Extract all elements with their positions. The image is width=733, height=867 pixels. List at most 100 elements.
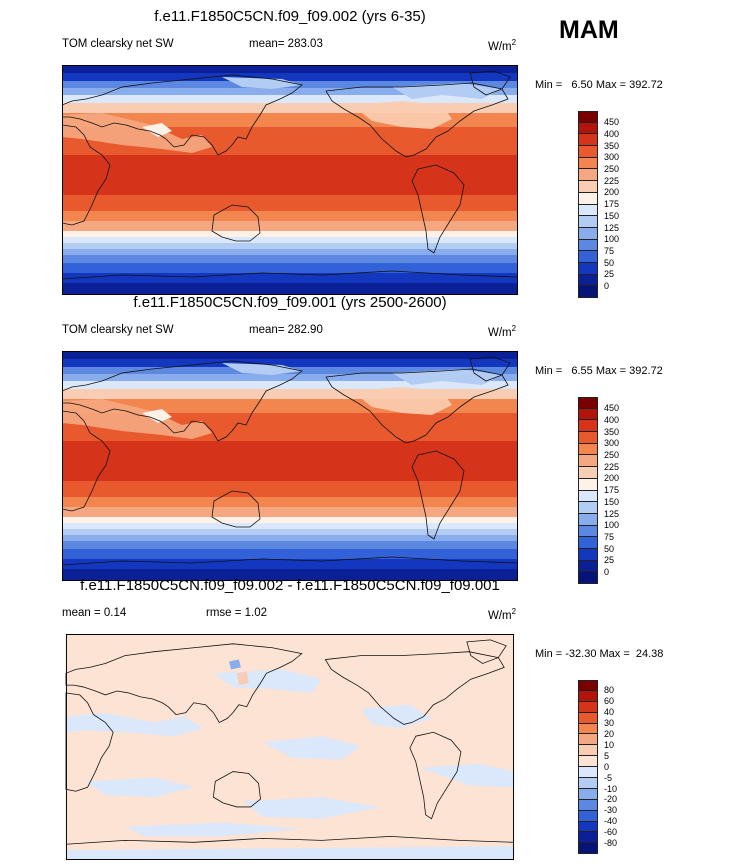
units-label: W/m2 [488,607,517,622]
land-region [352,101,452,129]
colorbar-tick-label: 0 [604,281,610,291]
coastline [469,70,511,96]
colorbar-swatch [578,420,598,433]
coastline [211,490,261,528]
colorbar-tick-label: 100 [604,520,620,531]
field-band [62,381,518,389]
field-band [62,231,518,237]
colorbar-tick-label: 175 [604,199,620,210]
field-band [62,263,518,273]
field-band [62,95,518,103]
colorbar-swatch [578,821,598,833]
colorbar-tick-label: 30 [604,718,615,729]
field-region [65,712,204,737]
colorbar-tick-label: 450 [604,403,620,414]
colorbar-swatch [578,537,598,549]
field-band [62,221,518,231]
field-band [62,243,518,249]
panel-difference: f.e11.F1850C5CN.f09_f09.002 - f.e11.F185… [0,577,733,867]
mean-label: mean= 282.90 [249,324,323,336]
land-region [62,113,212,153]
colorbar-tick-label: 175 [604,485,620,496]
colorbar-swatch [578,572,598,584]
colorbar-swatch [578,734,598,746]
colorbar-tick-label: 75 [604,531,615,542]
field-region [236,671,249,686]
colorbar-tick-label: -5 [604,772,613,783]
field-band [62,535,518,541]
colorbar-swatch [578,432,598,444]
colorbar-tick-label: -30 [604,805,618,816]
colorbar-tick-label: 100 [604,234,620,245]
field-band [62,507,518,517]
panel-case2: f.e11.F1850C5CN.f09_f09.001 (yrs 2500-26… [0,294,733,584]
colorbar-swatch [578,513,598,526]
field-band [62,283,518,295]
colorbar-swatch [578,251,598,263]
colorbar-tick-label: 450 [604,117,620,128]
field-region [85,777,194,798]
colorbar-swatch [578,548,598,561]
min-max-label: Min = -32.30 Max = 24.38 [535,648,664,660]
colorbar-tick-label: 0 [604,567,610,577]
colorbar-swatch [578,745,598,757]
land-region [142,409,172,423]
variable-label: TOM clearsky net SW [62,38,174,50]
colorbar-swatch [578,286,598,298]
coastline [65,836,515,845]
colorbar-swatch [578,134,598,147]
season-label: MAM [559,16,619,44]
coastline [212,771,261,808]
colorbar-tick-label: 10 [604,739,615,750]
panel-title: f.e11.F1850C5CN.f09_f09.002 (yrs 6-35) [154,8,426,25]
colorbar-swatch [578,239,598,252]
colorbar-swatch [578,204,598,217]
field-band [62,541,518,549]
colorbar-swatch [578,723,598,735]
field-band [62,249,518,255]
field-band [62,497,518,507]
field-band [62,155,518,195]
colorbar-swatch [578,701,598,713]
colorbar-swatch [578,832,598,844]
field-region [419,763,515,788]
field-region [242,797,381,819]
map-plot [62,351,518,581]
field-band [62,481,518,497]
colorbar-tick-label: 200 [604,187,620,198]
colorbar-swatch [578,227,598,240]
field-band [62,569,518,581]
field-band [62,359,518,367]
colorbar-swatch [578,169,598,182]
panel-case1: f.e11.F1850C5CN.f09_f09.002 (yrs 6-35) T… [0,8,733,298]
colorbar [578,680,598,855]
land-region [222,77,302,89]
field-band [62,441,518,481]
field-region [262,736,361,760]
map-frame [62,351,518,581]
colorbar-tick-label: 300 [604,152,620,163]
coastline [62,556,518,566]
panel-title: f.e11.F1850C5CN.f09_f09.002 - f.e11.F185… [80,577,500,594]
colorbar-tick-label: 125 [604,508,620,519]
colorbar-swatch [578,843,598,855]
colorbar-tick-label: -20 [604,794,618,805]
field-band [62,389,518,399]
field-band [62,237,518,243]
rmse-label: rmse = 1.02 [206,607,268,619]
colorbar-swatch [578,111,598,123]
colorbar-swatch [578,443,598,456]
units-label: W/m2 [488,38,517,53]
colorbar-swatch [578,181,598,193]
colorbar-tick-label: 50 [604,257,615,268]
colorbar-swatch [578,767,598,779]
land-region [352,387,452,415]
field-region [65,846,515,860]
colorbar-swatch [578,397,598,409]
colorbar-swatch [578,799,598,811]
colorbar-tick-label: 25 [604,555,615,566]
colorbar-swatch [578,467,598,479]
colorbar-swatch [578,788,598,800]
units-label: W/m2 [488,324,517,339]
colorbar-tick-label: -60 [604,827,618,838]
